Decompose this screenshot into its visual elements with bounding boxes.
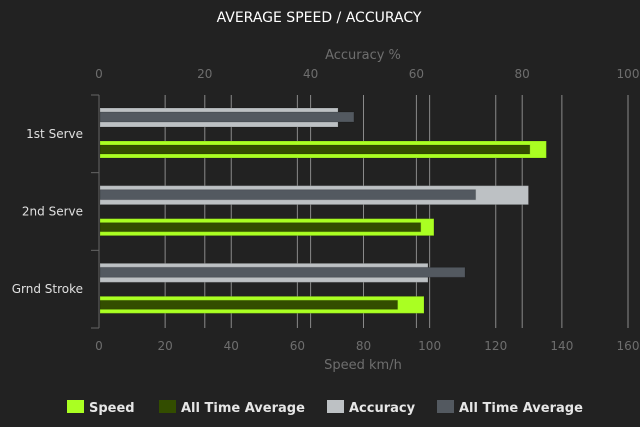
legend-label: All Time Average [181,401,305,416]
grid [91,94,629,329]
legend-label: Accuracy [349,401,416,416]
bar-all-time-average [99,266,466,278]
legend-swatch [67,400,84,413]
legend-swatch [159,400,176,413]
bottom-tick-label: 120 [484,339,507,353]
legend-label: All Time Average [459,401,583,416]
legend-swatch [437,400,454,413]
category-label: Grnd Stroke [12,282,83,296]
legend-label: Speed [89,401,135,416]
axis-labels: 0 20 40 60 80 100 0 20 40 60 80 100 120 140 160 1st Ser… [12,67,640,353]
top-tick-label: 0 [95,67,103,81]
bottom-tick-label: 0 [95,339,103,353]
bar-all-time-average [99,144,531,155]
bottom-tick-label: 40 [224,339,239,353]
top-tick-label: 20 [197,67,212,81]
bar-all-time-average [99,189,477,201]
bottom-tick-label: 100 [418,339,441,353]
top-tick-label: 100 [617,67,640,81]
legend: Speed All Time Average Accuracy All Time Av… [67,400,583,416]
bottom-axis-title: Speed km/h [324,358,402,373]
category-label: 2nd Serve [22,205,83,219]
bottom-tick-label: 160 [617,339,640,353]
top-axis-title: Accuracy % [325,48,401,63]
chart-title: AVERAGE SPEED / ACCURACY [217,10,422,26]
bar-all-time-average [99,111,355,123]
top-tick-label: 40 [303,67,318,81]
bottom-tick-label: 20 [157,339,172,353]
bar-all-time-average [99,299,399,310]
bottom-tick-label: 60 [290,339,305,353]
top-tick-label: 80 [515,67,530,81]
bars [99,107,547,314]
bottom-tick-label: 80 [356,339,371,353]
bottom-tick-label: 140 [550,339,573,353]
bar-all-time-average [99,222,422,233]
top-tick-label: 60 [409,67,424,81]
legend-swatch [327,400,344,413]
category-label: 1st Serve [26,127,83,141]
